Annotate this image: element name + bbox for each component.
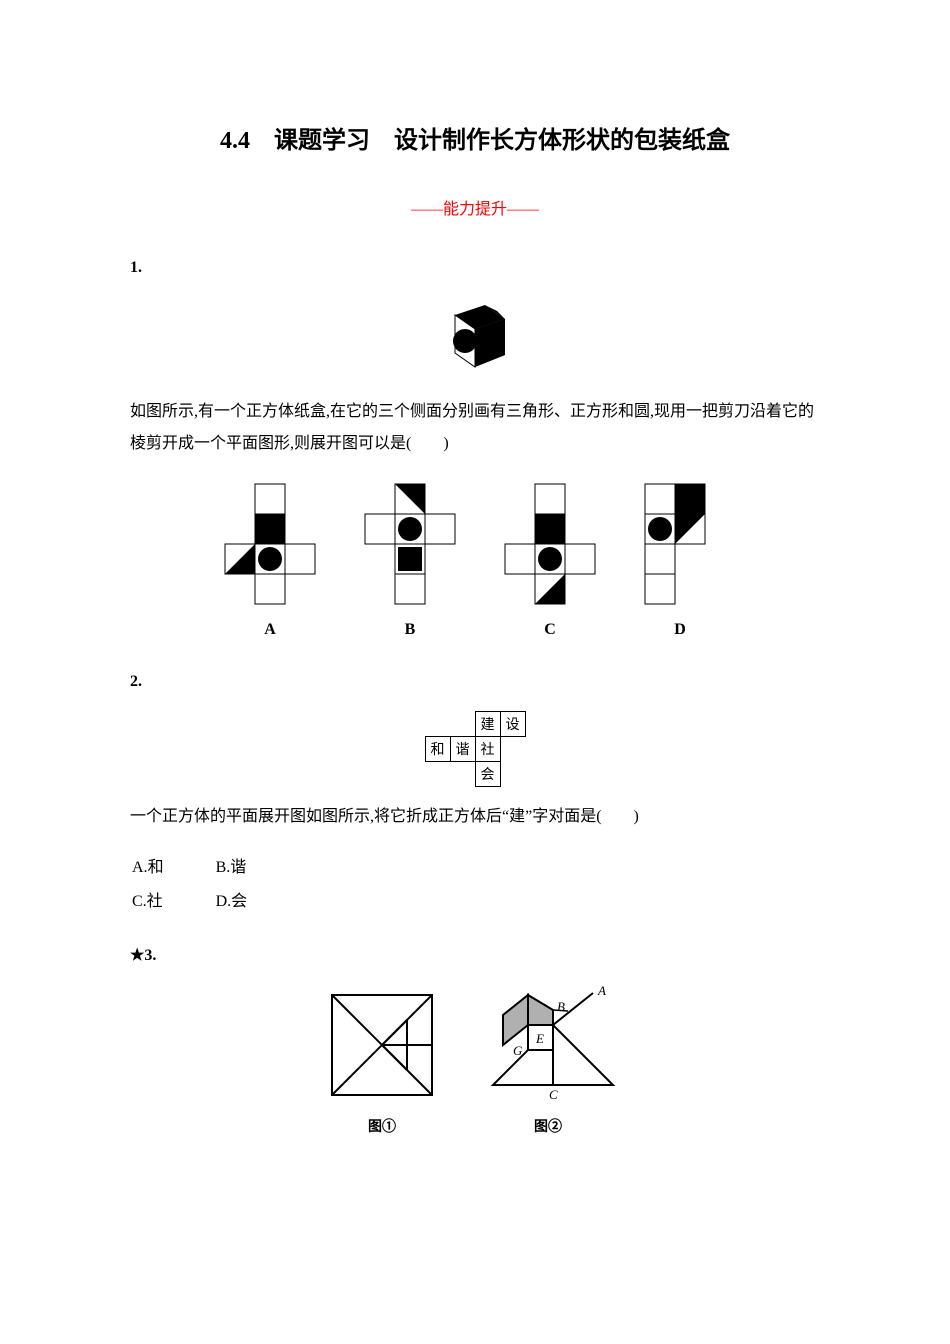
grid-cell: 会: [475, 762, 500, 787]
page-title: 4.4 课题学习 设计制作长方体形状的包装纸盒: [130, 120, 820, 155]
q1-number: 1.: [130, 259, 820, 277]
q2-options: A.和 B.谐 C.社 D.会: [130, 847, 299, 917]
q2-opt-D: D.会: [216, 883, 298, 915]
grid-cell: 设: [500, 712, 525, 737]
q1-opt-C: C: [544, 621, 556, 638]
q2-opt-B: B.谐: [216, 849, 298, 881]
grid-cell: 社: [475, 737, 500, 762]
q1-opt-D: D: [674, 621, 686, 638]
q2-opt-A: A.和: [132, 849, 214, 881]
q2-opt-C: C.社: [132, 883, 214, 915]
section-subtitle: ——能力提升——: [130, 195, 820, 219]
q2-number: 2.: [130, 673, 820, 691]
fig1-label: 图①: [309, 1110, 455, 1137]
svg-text:E: E: [535, 1031, 544, 1046]
q3-number: ★3.: [130, 945, 820, 965]
svg-text:G: G: [513, 1043, 523, 1058]
svg-text:B: B: [557, 999, 565, 1014]
svg-text:A: A: [597, 985, 606, 998]
grid-cell: 和: [425, 737, 450, 762]
q1-cube-figure: [130, 297, 820, 382]
q1-opt-B: B: [405, 621, 416, 638]
q1-opt-A: A: [264, 621, 276, 638]
tangram-2: A B E G C: [473, 985, 623, 1105]
grid-cell: 谐: [450, 737, 475, 762]
q1-options-figure: A B C D: [130, 474, 820, 659]
fig2-label: 图②: [455, 1110, 641, 1137]
q1-text: 如图所示,有一个正方体纸盒,在它的三个侧面分别画有三角形、正方形和圆,现用一把剪…: [130, 396, 820, 460]
svg-text:C: C: [549, 1087, 558, 1102]
q3-figure: A B E G C 图① 图②: [130, 985, 820, 1137]
q2-text: 一个正方体的平面展开图如图所示,将它折成正方体后“建”字对面是( ): [130, 801, 820, 833]
tangram-1: [327, 990, 437, 1100]
q2-net-figure: 建 设 和 谐 社 会: [130, 711, 820, 787]
grid-cell: 建: [475, 712, 500, 737]
